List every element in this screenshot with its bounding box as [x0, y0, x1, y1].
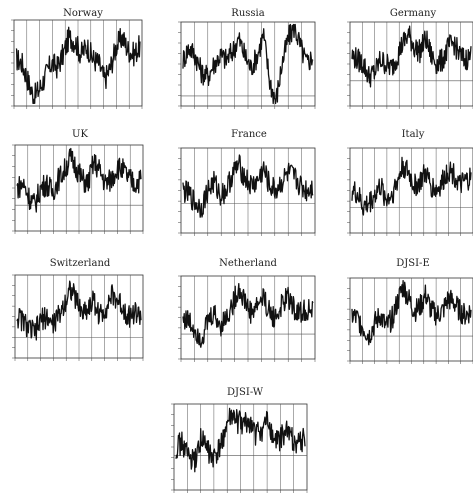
chart-title: Russia [231, 8, 265, 19]
chart-plot [347, 277, 473, 364]
chart-title: UK [72, 129, 88, 140]
chart-title: Netherland [219, 258, 277, 269]
chart-title: Switzerland [49, 258, 111, 269]
chart-plot [171, 403, 308, 493]
series-line [351, 156, 472, 216]
series-line [175, 407, 306, 473]
chart-plot [178, 147, 316, 236]
series-line [16, 147, 142, 213]
chart-title: France [231, 129, 267, 140]
series-line [182, 154, 314, 218]
series-line [351, 25, 472, 88]
chart-title: Germany [389, 8, 437, 19]
chart-title: DJSI-E [396, 258, 430, 269]
chart-title: DJSI-W [227, 387, 263, 398]
series-line [182, 23, 314, 105]
chart-plot [11, 19, 143, 109]
series-line [15, 26, 141, 105]
series-line [182, 282, 314, 348]
chart-plot [12, 274, 144, 361]
chart-plot [178, 275, 316, 362]
chart-plot [347, 147, 473, 236]
chart-title: Italy [401, 129, 425, 140]
chart-plot [347, 21, 473, 109]
chart-title: Norway [63, 8, 103, 19]
series-line [16, 280, 142, 341]
chart-plot [178, 21, 316, 109]
series-line [351, 280, 472, 346]
chart-plot [12, 144, 144, 234]
